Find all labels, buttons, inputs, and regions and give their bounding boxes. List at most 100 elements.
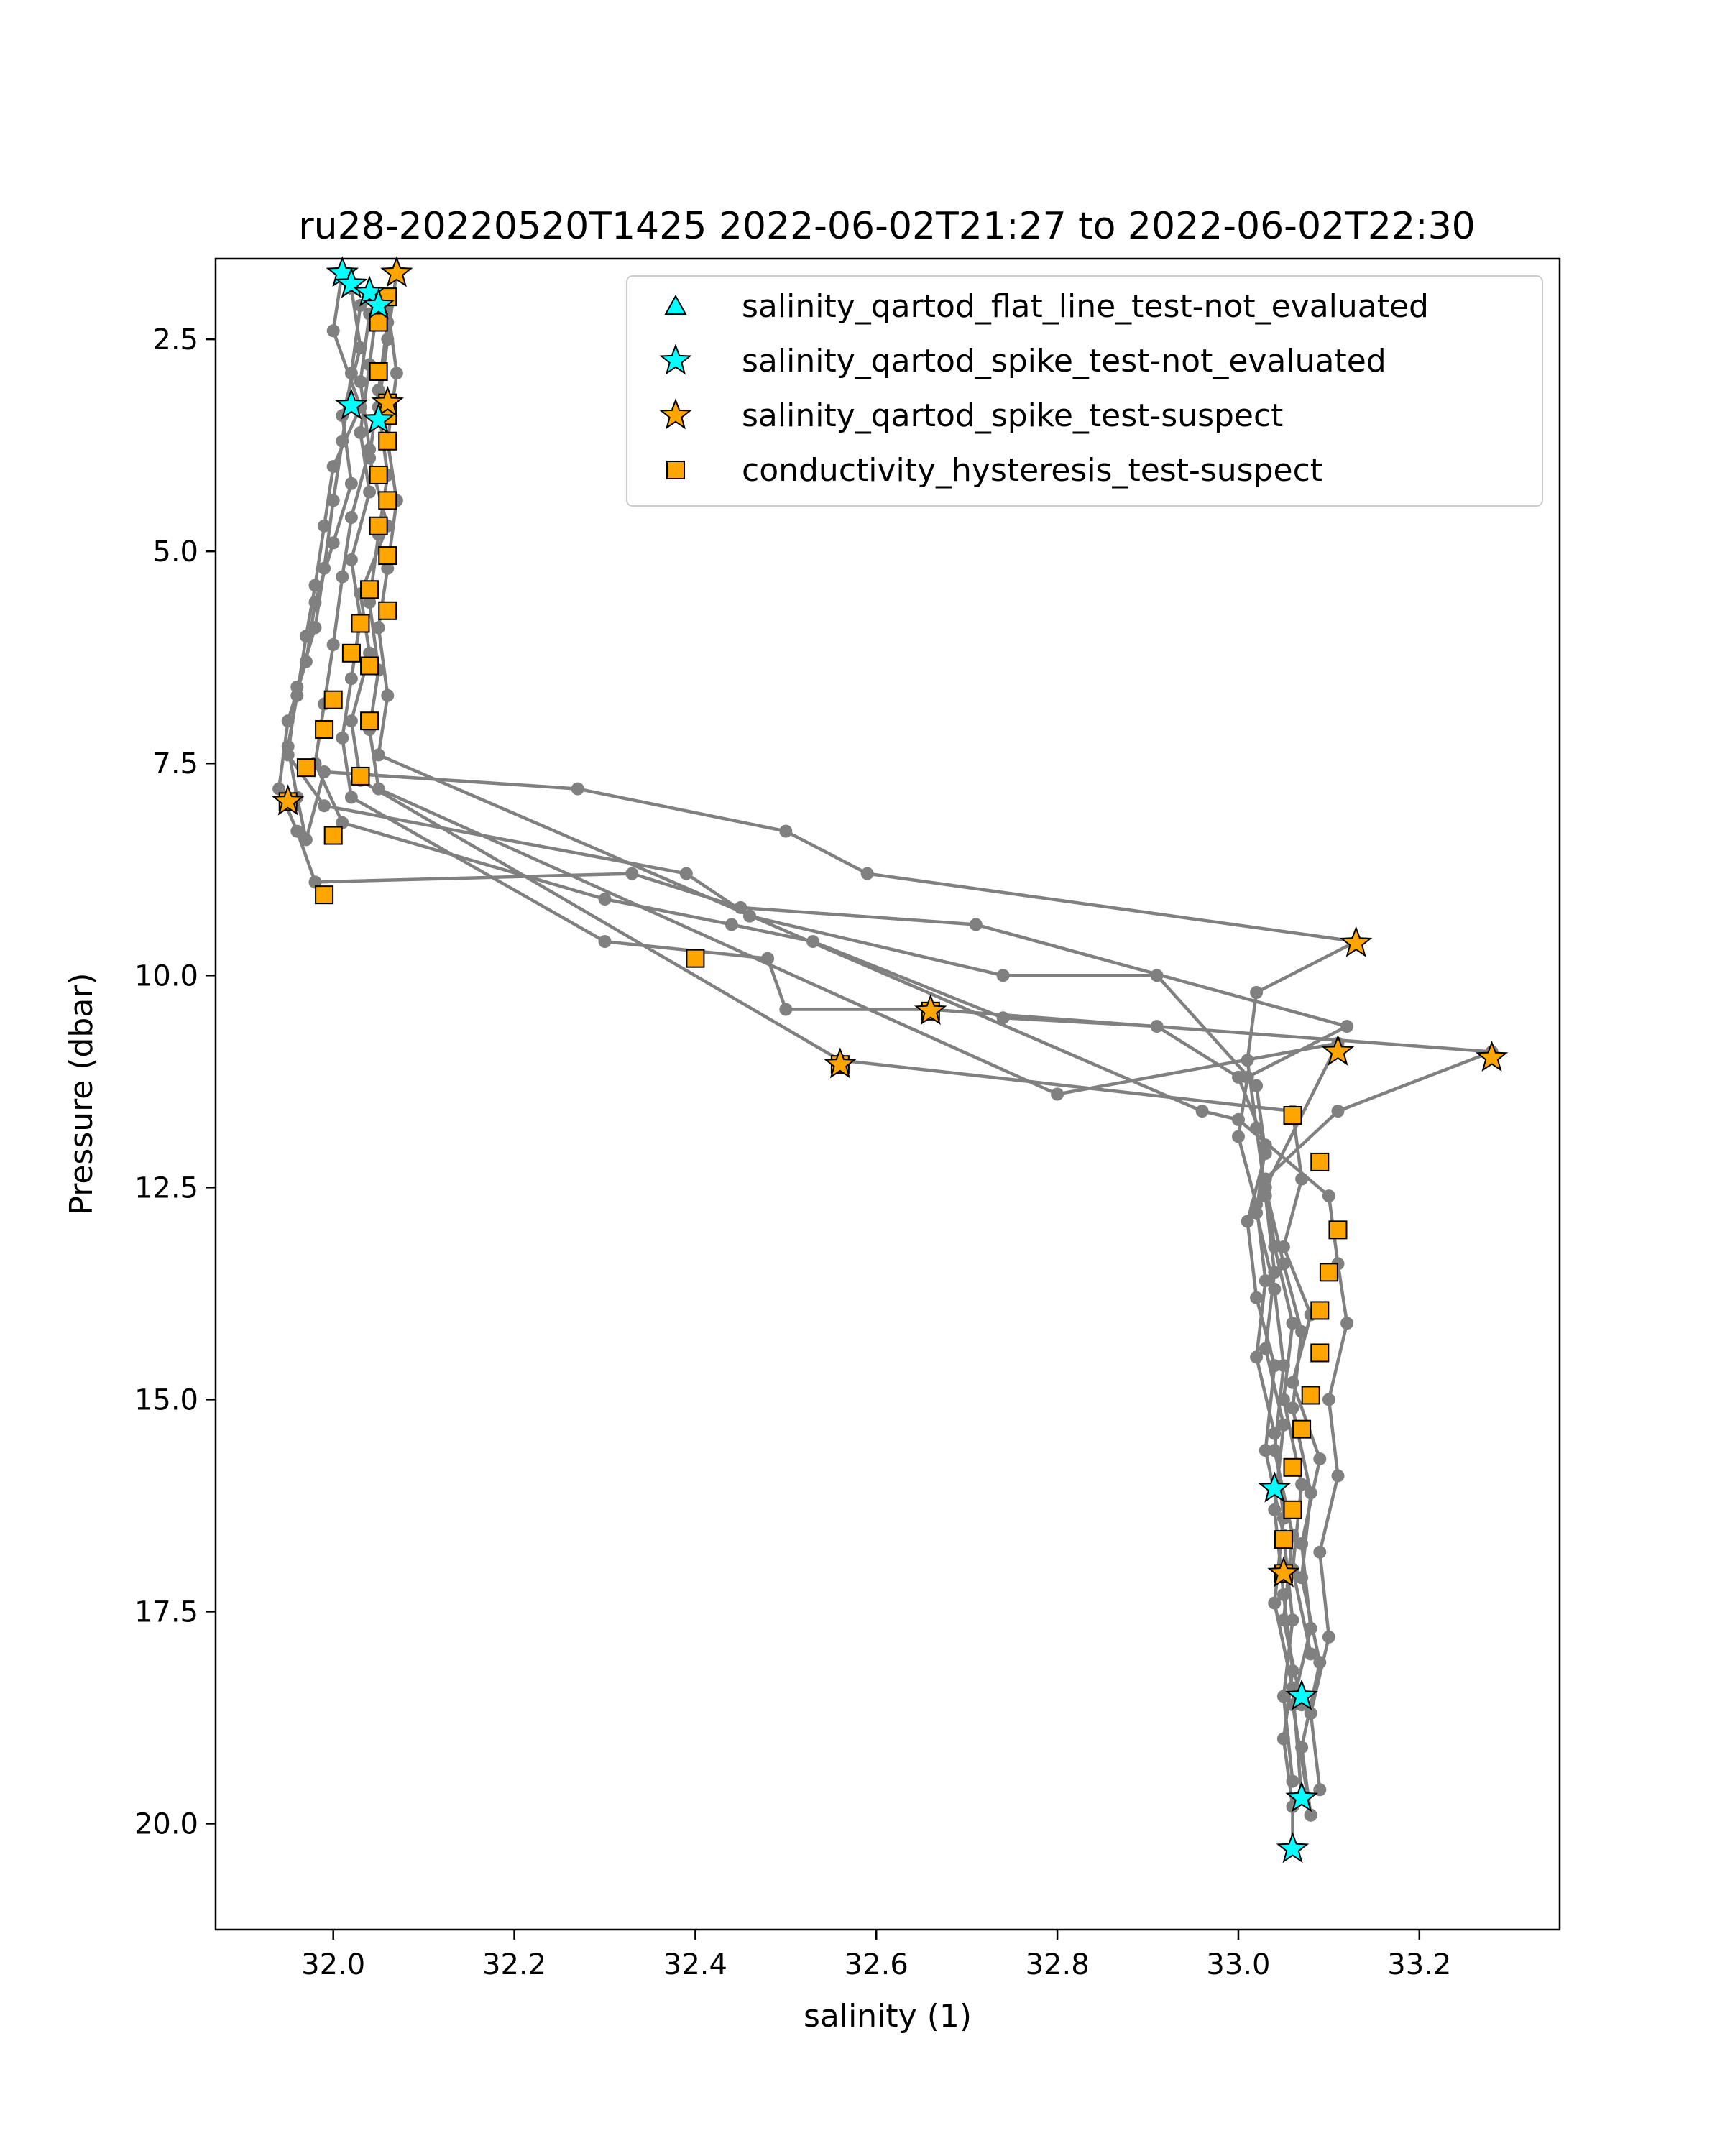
hysteresis-suspect-marker [369,465,388,484]
hysteresis-suspect-marker [360,580,380,599]
profile-point [390,367,403,380]
profile-point [1268,1596,1282,1610]
profile-point [1286,1613,1300,1627]
hysteresis-suspect-marker [323,690,343,709]
profile-point [1250,985,1264,999]
hysteresis-suspect-marker [378,431,397,451]
profile-point [344,476,358,490]
hysteresis-suspect-marker [351,766,370,786]
hysteresis-suspect-marker [360,711,380,731]
profile-point [1259,1181,1272,1194]
profile-point [344,791,358,804]
spike-not-evaluated-marker [1285,1781,1318,1812]
profile-point [354,425,367,439]
spike-not-evaluated-marker [353,275,386,307]
profile-point [281,748,295,762]
legend-marker [659,344,692,375]
profile-point [1268,1444,1282,1457]
profile-point [996,969,1010,982]
profile-point [318,799,331,813]
hysteresis-suspect-marker [369,361,388,381]
profile-point [372,621,385,635]
profile-point [598,935,612,949]
profile-point [363,646,377,660]
legend-marker [659,398,692,430]
profile-point [1295,1741,1309,1754]
spike-not-evaluated-marker [362,288,395,320]
profile-point [354,375,367,389]
profile-point [1340,1020,1354,1033]
profile-point [1276,1613,1290,1627]
spike-suspect-marker [1267,1556,1300,1588]
axis-ticks: 32.0 32.2 32.4 32.6 32.8 33.0 33.2 2.5 5.0 7.5 10.… [134,323,1451,1981]
profile-point [1286,1774,1300,1788]
profile-point [1232,1070,1245,1084]
spike-suspect-marker [1475,1040,1509,1072]
spike-suspect-marker [914,993,947,1026]
spike-not-evaluated-marker [1276,1832,1310,1864]
profile-point [336,816,349,829]
profile-point [1331,1105,1345,1118]
y-tick-label: 12.5 [134,1171,198,1204]
hysteresis-suspect-marker [1310,1301,1330,1320]
profile-point [1322,1393,1335,1406]
hysteresis-suspect-marker [378,491,397,510]
spike-not-evaluated-marker [335,388,368,420]
profile-point [1268,1359,1282,1373]
profile-line [341,296,1494,1654]
legend-label-spike-suspect: salinity_qartod_spike_test-suspect [742,397,1283,434]
profile-point [1250,1206,1264,1220]
spike-not-evaluated-marker [1258,1471,1292,1503]
profile-point [571,782,584,796]
legend-marker [666,461,685,479]
profile-point [1286,1317,1300,1330]
profile-point [724,918,738,931]
profile-point [1313,1452,1327,1465]
y-tick-label: 2.5 [152,323,198,356]
profile-point [326,494,340,507]
profile-point [381,688,395,702]
profile-point [318,561,331,575]
profile-line [367,271,1340,1815]
profile-point [290,681,304,694]
profile-point [336,434,349,448]
profile-point [344,672,358,686]
profile-point [1340,1317,1354,1330]
profile-point [1259,1444,1272,1457]
profile-point [336,570,349,584]
spike-suspect-marker [1339,926,1373,957]
hysteresis-suspect-marker [686,949,705,968]
spike-not-evaluated-marker [1285,1679,1318,1710]
profile-point [1331,1469,1345,1483]
profile-point [1322,1189,1335,1203]
plot-area [272,256,1509,1864]
hysteresis-suspect-marker [1301,1386,1320,1405]
hysteresis-suspect-marker [1310,1152,1330,1171]
y-tick-label: 10.0 [134,959,198,992]
profile-point [372,748,385,762]
profile-point [1250,1350,1264,1364]
profile-point [344,553,358,566]
profile-point [1241,1215,1254,1228]
profile-point [1276,1257,1290,1271]
x-tick-label: 32.6 [845,1948,908,1981]
profile-point [1250,1291,1264,1304]
spike-suspect-marker [272,784,305,816]
x-tick-label: 33.2 [1387,1948,1451,1981]
legend-frame [626,275,1543,507]
hysteresis-suspect-marker [323,826,343,845]
hysteresis-suspect-marker [341,643,361,663]
hysteresis-suspect-marker [360,656,380,676]
profile-point [1304,1647,1317,1661]
profile-point [326,536,340,550]
spike-not-evaluated-marker [335,267,368,298]
x-tick-label: 32.4 [663,1948,727,1981]
hysteresis-suspect-marker [369,516,388,535]
legend-label-hysteresis-suspect: conductivity_hysteresis_test-suspect [742,452,1322,489]
legend-markers [659,294,692,479]
legend-label-flat-line-not-evaluated: salinity_qartod_flat_line_test-not_evalu… [742,288,1429,325]
profile-point [290,824,304,838]
profile-point [344,367,358,380]
x-tick-label: 32.2 [482,1948,546,1981]
hysteresis-suspect-marker [1328,1220,1348,1240]
